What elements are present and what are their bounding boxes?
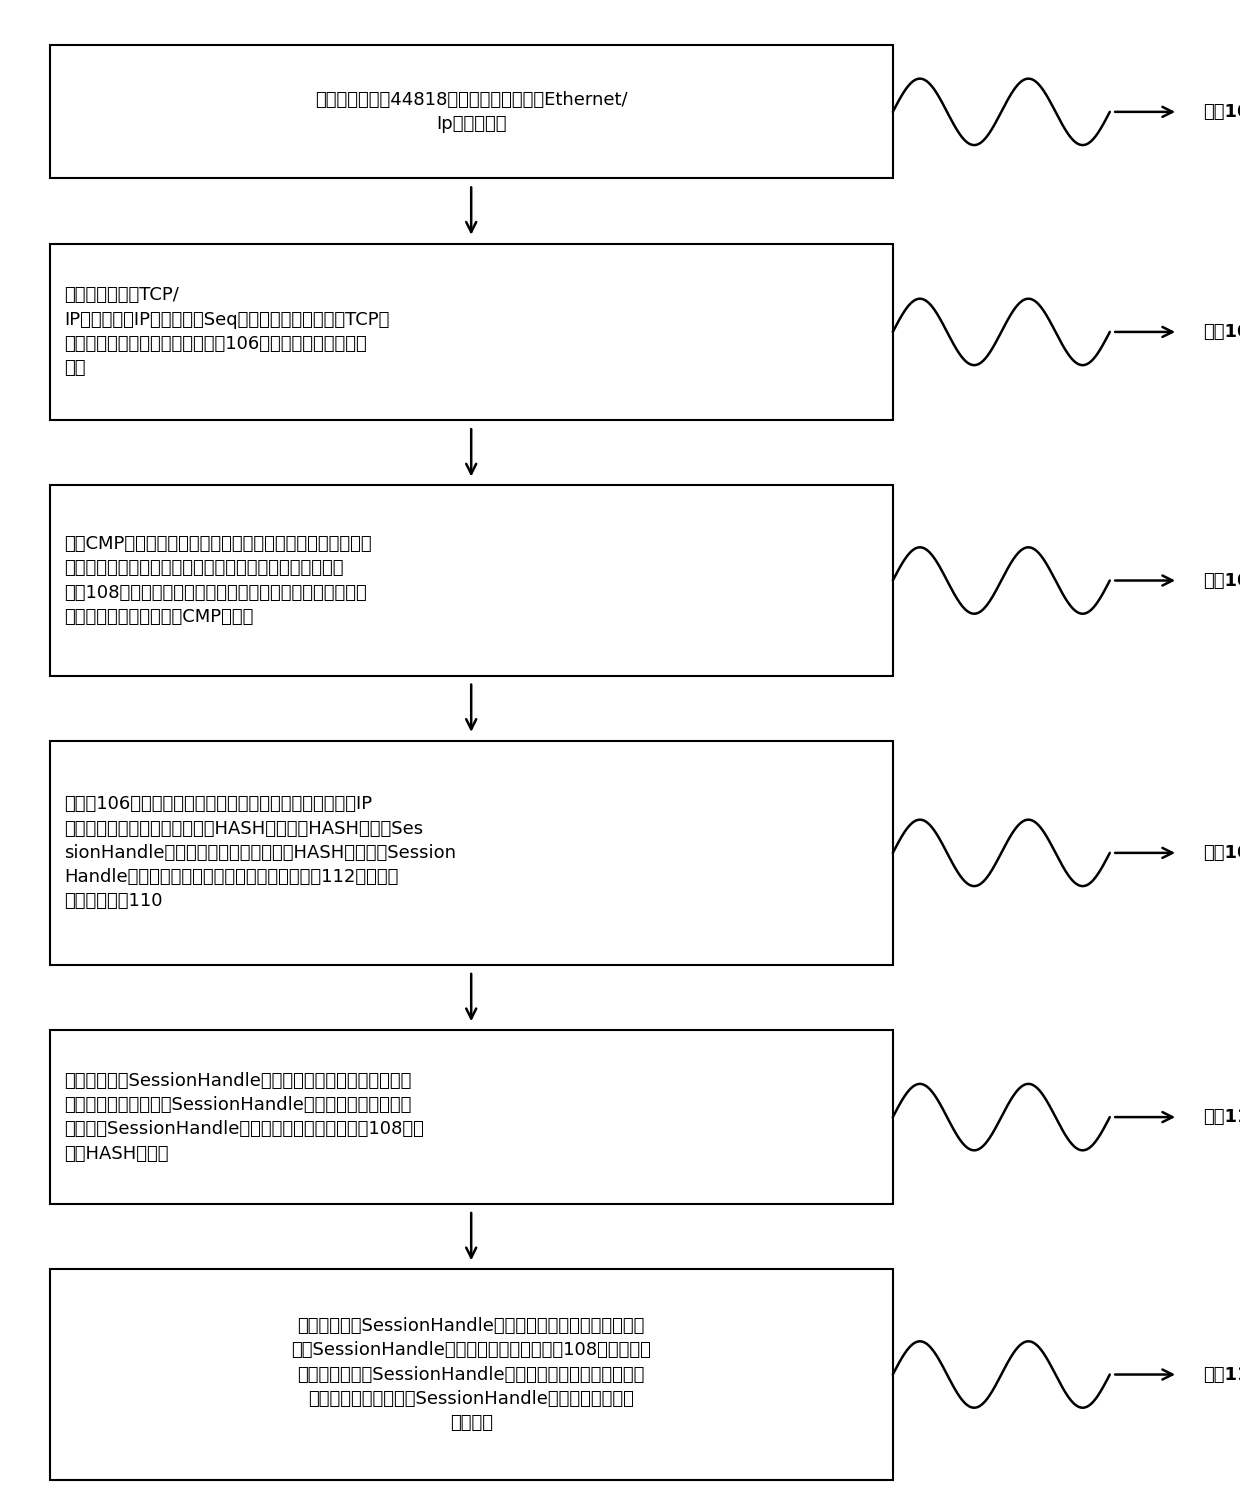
Text: 根据端口是否为44818来确定数据包是否为Ethernet/
Ip协议数据包: 根据端口是否为44818来确定数据包是否为Ethernet/ Ip协议数据包: [315, 91, 627, 133]
Text: 对步骤106中通过的数据包继续进行处理，截取数据包中的IP
及端口，并将该四元组信息进行HASH，拿到该HASH值，在Ses
sionHandle存储链表中查找: 对步骤106中通过的数据包继续进行处理，截取数据包中的IP 及端口，并将该四元组…: [64, 796, 456, 911]
Text: 根据CMP管理端下发的规则，进行基于协议规范的合理性检查
以及匹配规则配置的字段数值是否合法，若匹配通过则进行
步骤108，匹配未通过则根据下发的规则中的行为方: 根据CMP管理端下发的规则，进行基于协议规范的合理性检查 以及匹配规则配置的字段…: [64, 535, 372, 627]
Text: 步骤112: 步骤112: [1203, 1365, 1240, 1383]
Text: 步骤102: 步骤102: [1203, 103, 1240, 121]
Bar: [50, 243, 893, 420]
Text: 步骤106: 步骤106: [1203, 571, 1240, 589]
Text: 若该数据包为SessionHandle动态协商取消包，则将该数据包
中的SessionHandle截取出来，找到其对应的108步骤中链表
中的节点并将该Sess: 若该数据包为SessionHandle动态协商取消包，则将该数据包 中的Sess…: [291, 1317, 651, 1431]
Bar: [50, 741, 893, 965]
Bar: [50, 45, 893, 178]
Text: 根据数据包中的TCP/
IP信息，通过IP、端口以及Seq序列号等判断是否符合TCP连
接跟踪会话记录，符合则进行步骤106，不符合直接丢弃该数
据包: 根据数据包中的TCP/ IP信息，通过IP、端口以及Seq序列号等判断是否符合T…: [64, 287, 389, 378]
Text: 步骤104: 步骤104: [1203, 323, 1240, 341]
Text: 步骤110: 步骤110: [1203, 1108, 1240, 1126]
Text: 步骤108: 步骤108: [1203, 844, 1240, 862]
Bar: [50, 1030, 893, 1203]
Bar: [50, 485, 893, 675]
Bar: [50, 1270, 893, 1480]
Text: 若该数据包为SessionHandle动态协商的请求包，则防火墙放
行通过；若该数据包为SessionHandle动态协商的响应包，则
将协商的SessionH: 若该数据包为SessionHandle动态协商的请求包，则防火墙放 行通过；若该…: [64, 1072, 424, 1163]
